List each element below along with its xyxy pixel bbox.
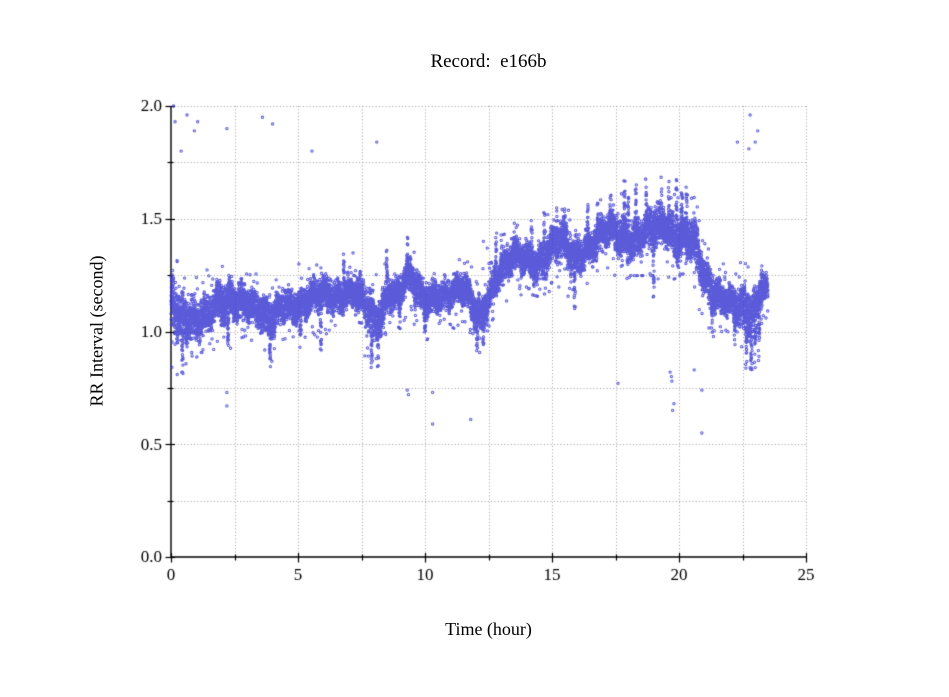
- x-axis-label: Time (hour): [445, 619, 532, 639]
- y-axis-label: RR Interval (second): [86, 255, 107, 407]
- chart-title: Record: e166b: [430, 51, 547, 72]
